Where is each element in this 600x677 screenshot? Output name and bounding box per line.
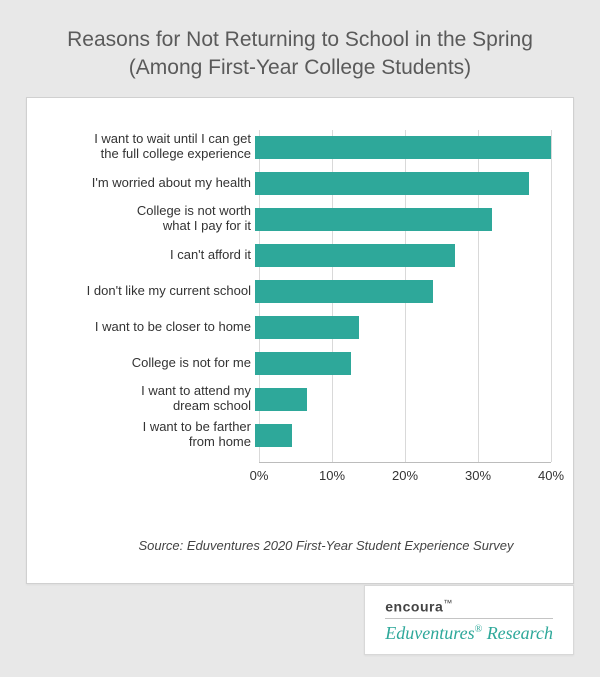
bar-wrap (255, 242, 551, 269)
bar-chart: I want to wait until I can getthe full c… (41, 130, 551, 486)
bar (255, 280, 433, 303)
source-note: Source: Eduventures 2020 First-Year Stud… (41, 538, 551, 553)
logo-brand: encoura (385, 599, 443, 615)
gridline (551, 130, 552, 462)
chart-row: I want to wait until I can getthe full c… (41, 134, 551, 161)
chart-rows: I want to wait until I can getthe full c… (41, 130, 551, 449)
trademark-symbol: ™ (443, 598, 453, 608)
chart-row: I want to be fartherfrom home (41, 422, 551, 449)
row-label: College is not worthwhat I pay for it (41, 204, 255, 234)
axis-tick: 40% (538, 468, 564, 483)
bar-wrap (255, 422, 551, 449)
chart-row: College is not for me (41, 350, 551, 377)
chart-row: College is not worthwhat I pay for it (41, 206, 551, 233)
page-container: Reasons for Not Returning to School in t… (0, 0, 600, 677)
bar-wrap (255, 314, 551, 341)
logo-subbrand: Eduventures (385, 623, 474, 643)
axis-tick: 10% (319, 468, 345, 483)
bar (255, 136, 551, 159)
bar-wrap (255, 206, 551, 233)
bar (255, 424, 292, 447)
bar (255, 244, 455, 267)
bar (255, 316, 359, 339)
chart-row: I want to attend mydream school (41, 386, 551, 413)
bar (255, 208, 492, 231)
row-label: I want to wait until I can getthe full c… (41, 132, 255, 162)
bar-wrap (255, 134, 551, 161)
chart-row: I don't like my current school (41, 278, 551, 305)
bar-wrap (255, 350, 551, 377)
bar-wrap (255, 386, 551, 413)
logo-tail: Research (482, 623, 553, 643)
row-label: I can't afford it (41, 248, 255, 263)
axis-tick: 30% (465, 468, 491, 483)
bar (255, 172, 529, 195)
chart-row: I'm worried about my health (41, 170, 551, 197)
row-label: College is not for me (41, 356, 255, 371)
row-label: I'm worried about my health (41, 176, 255, 191)
bar (255, 388, 307, 411)
bar-wrap (255, 170, 551, 197)
chart-row: I can't afford it (41, 242, 551, 269)
bar (255, 352, 351, 375)
axis-tick: 0% (250, 468, 269, 483)
logo-card: encoura™ Eduventures® Research (364, 585, 574, 655)
row-label: I want to be fartherfrom home (41, 420, 255, 450)
axis-tick: 20% (392, 468, 418, 483)
logo-line-2: Eduventures® Research (385, 623, 553, 644)
logo-divider (385, 618, 553, 619)
chart-row: I want to be closer to home (41, 314, 551, 341)
row-label: I don't like my current school (41, 284, 255, 299)
row-label: I want to attend mydream school (41, 384, 255, 414)
bar-wrap (255, 278, 551, 305)
plot-area: I want to wait until I can getthe full c… (259, 130, 551, 462)
x-axis: 0%10%20%30%40% (259, 462, 551, 486)
chart-title: Reasons for Not Returning to School in t… (8, 8, 592, 97)
chart-card: I want to wait until I can getthe full c… (26, 97, 574, 584)
logo-line-1: encoura™ (385, 598, 553, 615)
row-label: I want to be closer to home (41, 320, 255, 335)
